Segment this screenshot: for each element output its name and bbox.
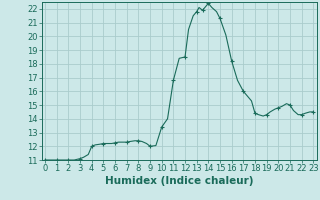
X-axis label: Humidex (Indice chaleur): Humidex (Indice chaleur) <box>105 176 253 186</box>
